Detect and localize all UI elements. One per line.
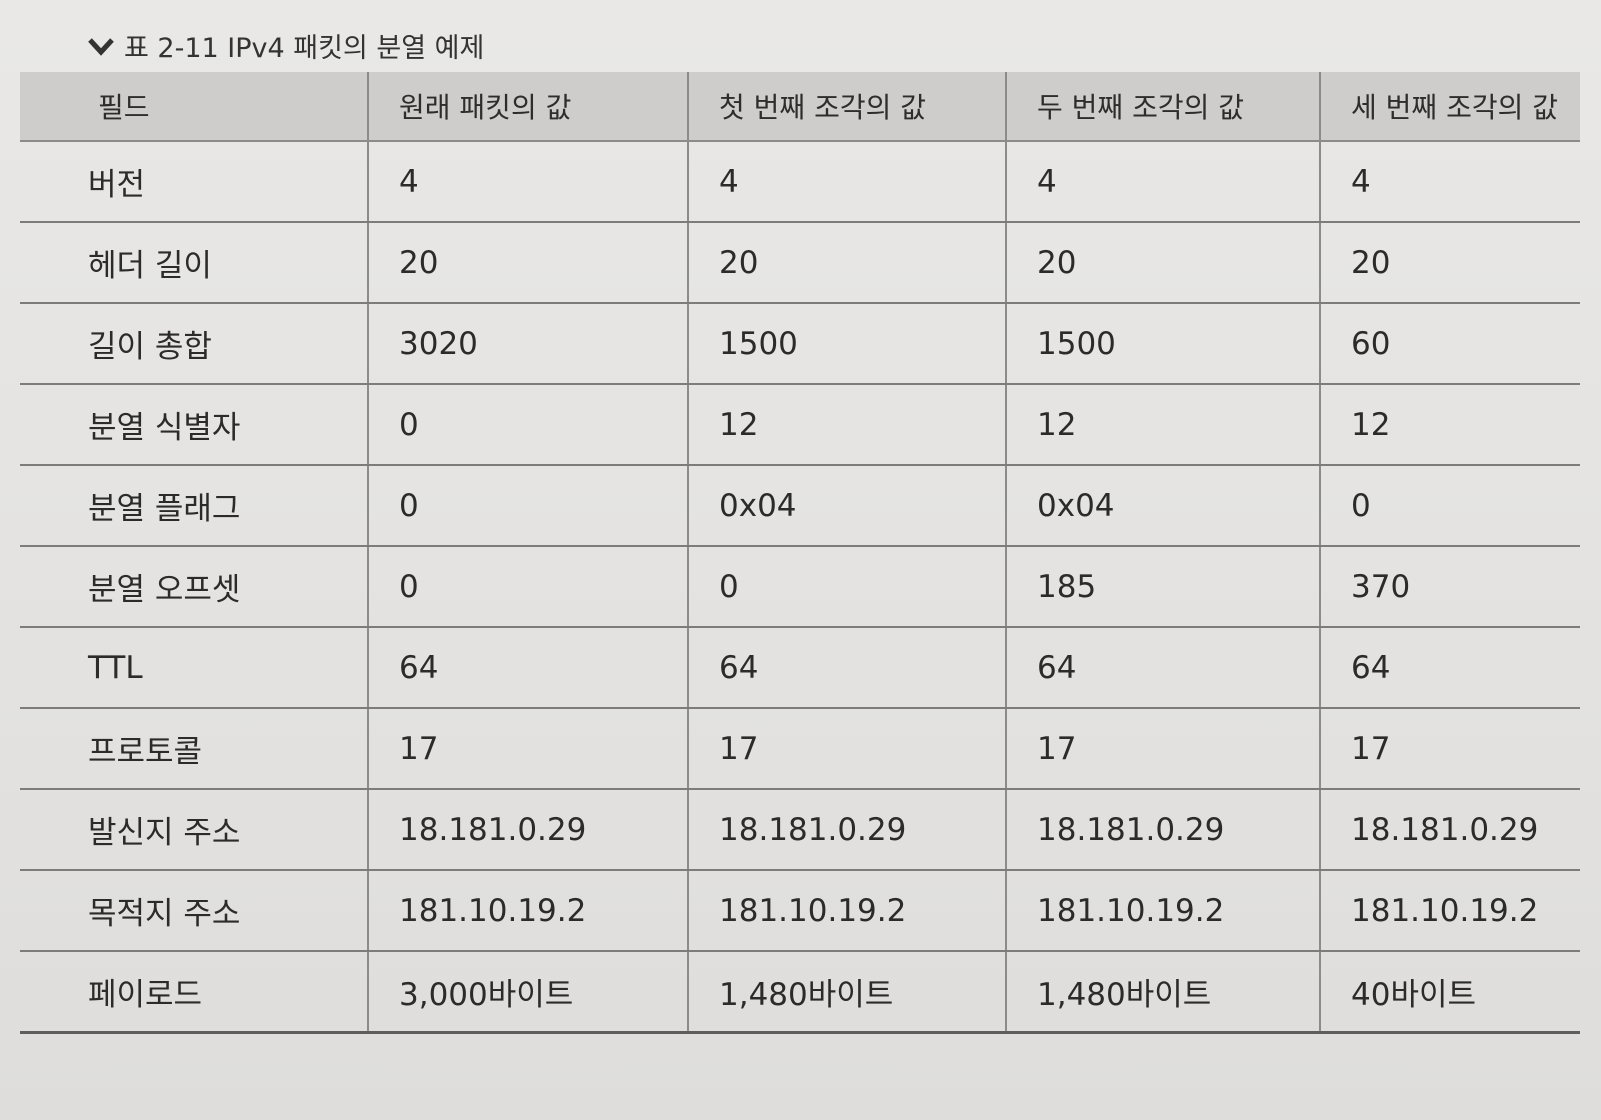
table-cell: 3020 xyxy=(367,303,688,385)
fragmentation-table: 필드 원래 패킷의 값 첫 번째 조각의 값 두 번째 조각의 값 세 번째 조… xyxy=(20,72,1580,1034)
table-cell: 0 xyxy=(367,465,688,547)
table-cell: 1,480바이트 xyxy=(1005,951,1320,1034)
table-caption: 표 2-11 IPv4 패킷의 분열 예제 xyxy=(88,26,484,65)
table-cell: 4 xyxy=(367,141,688,223)
table-cell: 64 xyxy=(367,627,688,709)
table-cell: 17 xyxy=(687,708,1006,790)
table-cell: 4 xyxy=(687,141,1006,223)
table-container: 필드 원래 패킷의 값 첫 번째 조각의 값 두 번째 조각의 값 세 번째 조… xyxy=(0,72,1601,1092)
table-cell: 18.181.0.29 xyxy=(1005,789,1320,871)
table-cell: 370 xyxy=(1319,546,1580,628)
table-cell: 181.10.19.2 xyxy=(1005,870,1320,952)
header-original: 원래 패킷의 값 xyxy=(367,72,688,142)
table-row: 분열 플래그 0 0x04 0x04 0 xyxy=(20,465,1580,547)
table-cell: 17 xyxy=(1005,708,1320,790)
table-cell: 20 xyxy=(1319,222,1580,304)
chevron-down-icon xyxy=(88,36,114,56)
table-cell: 1500 xyxy=(687,303,1006,385)
table-cell: 185 xyxy=(1005,546,1320,628)
table-cell: 1,480바이트 xyxy=(687,951,1006,1034)
header-field: 필드 xyxy=(20,72,368,142)
row-label: 페이로드 xyxy=(20,951,368,1034)
row-label: 헤더 길이 xyxy=(20,222,368,304)
table-row: 헤더 길이 20 20 20 20 xyxy=(20,222,1580,304)
table-cell: 1500 xyxy=(1005,303,1320,385)
table-cell: 0 xyxy=(367,384,688,466)
table-row: 분열 식별자 0 12 12 12 xyxy=(20,384,1580,466)
table-cell: 181.10.19.2 xyxy=(1319,870,1580,952)
table-cell: 12 xyxy=(1319,384,1580,466)
table-cell: 0x04 xyxy=(687,465,1006,547)
table-cell: 20 xyxy=(687,222,1006,304)
table-cell: 0 xyxy=(687,546,1006,628)
table-cell: 181.10.19.2 xyxy=(687,870,1006,952)
row-label: 분열 식별자 xyxy=(20,384,368,466)
table-cell: 12 xyxy=(1005,384,1320,466)
table-row: 목적지 주소 181.10.19.2 181.10.19.2 181.10.19… xyxy=(20,870,1580,952)
table-row: TTL 64 64 64 64 xyxy=(20,627,1580,709)
table-cell: 18.181.0.29 xyxy=(687,789,1006,871)
table-cell: 0 xyxy=(367,546,688,628)
header-second-fragment: 두 번째 조각의 값 xyxy=(1005,72,1320,142)
table-row: 길이 총합 3020 1500 1500 60 xyxy=(20,303,1580,385)
row-label: 길이 총합 xyxy=(20,303,368,385)
table-cell: 18.181.0.29 xyxy=(367,789,688,871)
table-cell: 4 xyxy=(1005,141,1320,223)
table-cell: 64 xyxy=(1319,627,1580,709)
row-label: 분열 오프셋 xyxy=(20,546,368,628)
table-row: 발신지 주소 18.181.0.29 18.181.0.29 18.181.0.… xyxy=(20,789,1580,871)
table-row: 프로토콜 17 17 17 17 xyxy=(20,708,1580,790)
table-cell: 18.181.0.29 xyxy=(1319,789,1580,871)
table-cell: 181.10.19.2 xyxy=(367,870,688,952)
table-cell: 17 xyxy=(367,708,688,790)
table-row: 버전 4 4 4 4 xyxy=(20,141,1580,223)
table-cell: 3,000바이트 xyxy=(367,951,688,1034)
row-label: 목적지 주소 xyxy=(20,870,368,952)
row-label: TTL xyxy=(20,627,368,709)
table-cell: 20 xyxy=(367,222,688,304)
row-label: 분열 플래그 xyxy=(20,465,368,547)
table-cell: 17 xyxy=(1319,708,1580,790)
table-cell: 20 xyxy=(1005,222,1320,304)
table-header-row: 필드 원래 패킷의 값 첫 번째 조각의 값 두 번째 조각의 값 세 번째 조… xyxy=(20,72,1580,142)
table-row: 분열 오프셋 0 0 185 370 xyxy=(20,546,1580,628)
table-cell: 4 xyxy=(1319,141,1580,223)
table-row: 페이로드 3,000바이트 1,480바이트 1,480바이트 40바이트 xyxy=(20,951,1580,1034)
row-label: 프로토콜 xyxy=(20,708,368,790)
table-cell: 12 xyxy=(687,384,1006,466)
table-cell: 0x04 xyxy=(1005,465,1320,547)
table-cell: 64 xyxy=(687,627,1006,709)
row-label: 버전 xyxy=(20,141,368,223)
header-third-fragment: 세 번째 조각의 값 xyxy=(1319,72,1580,142)
table-cell: 40바이트 xyxy=(1319,951,1580,1034)
table-cell: 60 xyxy=(1319,303,1580,385)
table-cell: 64 xyxy=(1005,627,1320,709)
row-label: 발신지 주소 xyxy=(20,789,368,871)
header-first-fragment: 첫 번째 조각의 값 xyxy=(687,72,1006,142)
table-cell: 0 xyxy=(1319,465,1580,547)
caption-text: 표 2-11 IPv4 패킷의 분열 예제 xyxy=(124,33,485,64)
